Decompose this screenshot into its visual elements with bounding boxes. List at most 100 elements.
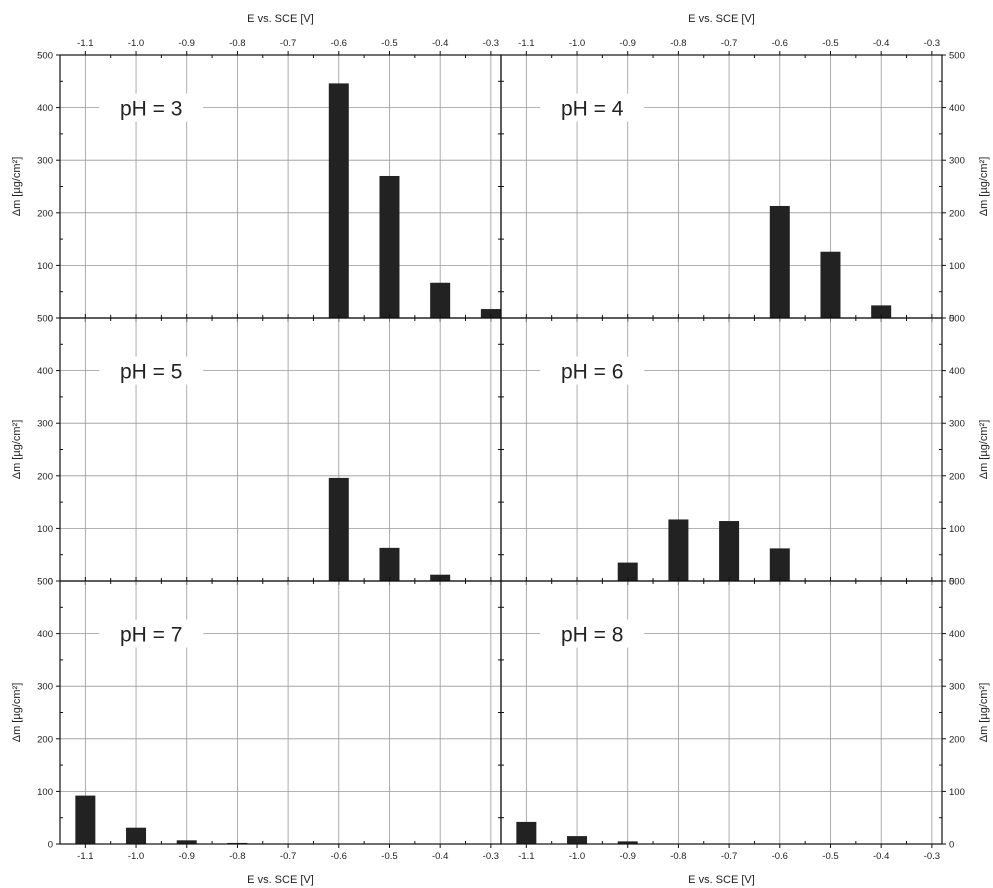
x-tick-label: -0.3 [924, 851, 940, 862]
bar [379, 175, 400, 318]
bar [126, 827, 147, 844]
x-tick-label: -0.9 [620, 38, 636, 49]
x-tick-label: -0.8 [229, 38, 245, 49]
panel-label-bg [540, 619, 645, 648]
x-tick-label: -0.6 [331, 38, 347, 49]
panel-label: pH = 5 [120, 361, 182, 384]
x-tick-label: -0.8 [670, 38, 686, 49]
y-axis-title: Δm [µg/cm²] [11, 157, 23, 217]
y-tick-label: 200 [949, 734, 965, 745]
bar [567, 836, 588, 844]
y-tick-label: 500 [949, 577, 965, 588]
y-tick-label: 400 [37, 366, 53, 377]
x-tick-label: -0.5 [381, 38, 397, 49]
y-tick-label: 400 [949, 629, 965, 640]
bar [617, 841, 638, 844]
panel-label-bg [540, 93, 645, 122]
y-tick-label: 200 [37, 471, 53, 482]
bar [769, 548, 790, 581]
bar [668, 519, 689, 581]
panel-label-bg [99, 619, 204, 648]
x-tick-label: -1.0 [128, 38, 144, 49]
x-tick-label: -0.3 [924, 38, 940, 49]
x-tick-label: -1.0 [128, 851, 144, 862]
y-tick-label: 100 [949, 261, 965, 272]
bar [516, 821, 537, 844]
y-tick-label: 500 [949, 314, 965, 325]
y-tick-label: 400 [37, 103, 53, 114]
y-tick-label: 0 [949, 840, 954, 851]
y-tick-label: 100 [37, 261, 53, 272]
y-tick-label: 400 [949, 366, 965, 377]
x-tick-label: -0.4 [873, 851, 889, 862]
y-tick-label: 300 [949, 156, 965, 167]
x-tick-label: -0.3 [483, 851, 499, 862]
x-tick-label: -0.9 [620, 851, 636, 862]
x-tick-label: -0.5 [822, 38, 838, 49]
bar [379, 547, 400, 581]
x-tick-label: -0.6 [772, 851, 788, 862]
y-tick-label: 0 [949, 314, 954, 325]
x-tick-label: -0.3 [483, 38, 499, 49]
bar [328, 83, 349, 319]
bar [719, 521, 740, 581]
x-axis-title: E vs. SCE [V] [688, 874, 755, 886]
bar [480, 309, 501, 318]
x-tick-label: -0.9 [179, 851, 195, 862]
x-tick-label: -0.7 [280, 38, 296, 49]
x-tick-label: -0.6 [772, 38, 788, 49]
panel-label: pH = 3 [120, 98, 182, 121]
bar [75, 795, 96, 844]
y-tick-label: 300 [37, 419, 53, 430]
y-tick-label: 200 [949, 471, 965, 482]
x-tick-label: -0.4 [432, 38, 448, 49]
x-tick-label: -1.0 [569, 851, 585, 862]
x-tick-label: -0.4 [432, 851, 448, 862]
x-tick-label: -0.7 [721, 38, 737, 49]
y-tick-label: 200 [949, 208, 965, 219]
y-tick-label: 400 [949, 103, 965, 114]
panel-label: pH = 8 [561, 624, 623, 647]
y-tick-label: 100 [37, 787, 53, 798]
bar [328, 477, 349, 581]
y-axis-title: Δm [µg/cm²] [978, 420, 990, 480]
x-tick-label: -0.4 [873, 38, 889, 49]
x-tick-label: -0.5 [381, 851, 397, 862]
x-tick-label: -1.1 [77, 851, 93, 862]
x-tick-label: -0.7 [721, 851, 737, 862]
y-tick-label: 300 [949, 682, 965, 693]
y-tick-label: 100 [37, 524, 53, 535]
x-tick-label: -1.1 [518, 851, 534, 862]
y-tick-label: 500 [949, 51, 965, 62]
y-axis-title: Δm [µg/cm²] [11, 420, 23, 480]
y-tick-label: 0 [48, 314, 53, 325]
x-tick-label: -1.1 [77, 38, 93, 49]
panel-label: pH = 4 [561, 98, 624, 121]
bar [617, 562, 638, 581]
x-axis-title: E vs. SCE [V] [247, 874, 314, 886]
bar [871, 305, 892, 318]
x-tick-label: -1.0 [569, 38, 585, 49]
bar [820, 251, 841, 318]
y-tick-label: 500 [37, 51, 53, 62]
panel-label-bg [99, 356, 204, 385]
y-tick-label: 500 [37, 577, 53, 588]
y-axis-title: Δm [µg/cm²] [11, 683, 23, 743]
x-tick-label: -1.1 [518, 38, 534, 49]
y-tick-label: 100 [949, 787, 965, 798]
y-tick-label: 400 [37, 629, 53, 640]
y-tick-label: 0 [949, 577, 954, 588]
x-tick-label: -0.8 [670, 851, 686, 862]
bar [176, 840, 197, 844]
y-tick-label: 300 [37, 156, 53, 167]
panel-label: pH = 6 [561, 361, 623, 384]
x-tick-label: -0.7 [280, 851, 296, 862]
bar [769, 205, 790, 318]
panel-label: pH = 7 [120, 624, 182, 647]
y-axis-title: Δm [µg/cm²] [978, 683, 990, 743]
y-axis-title: Δm [µg/cm²] [978, 157, 990, 217]
x-tick-label: -0.9 [179, 38, 195, 49]
panel-label-bg [99, 93, 204, 122]
x-tick-label: -0.6 [331, 851, 347, 862]
